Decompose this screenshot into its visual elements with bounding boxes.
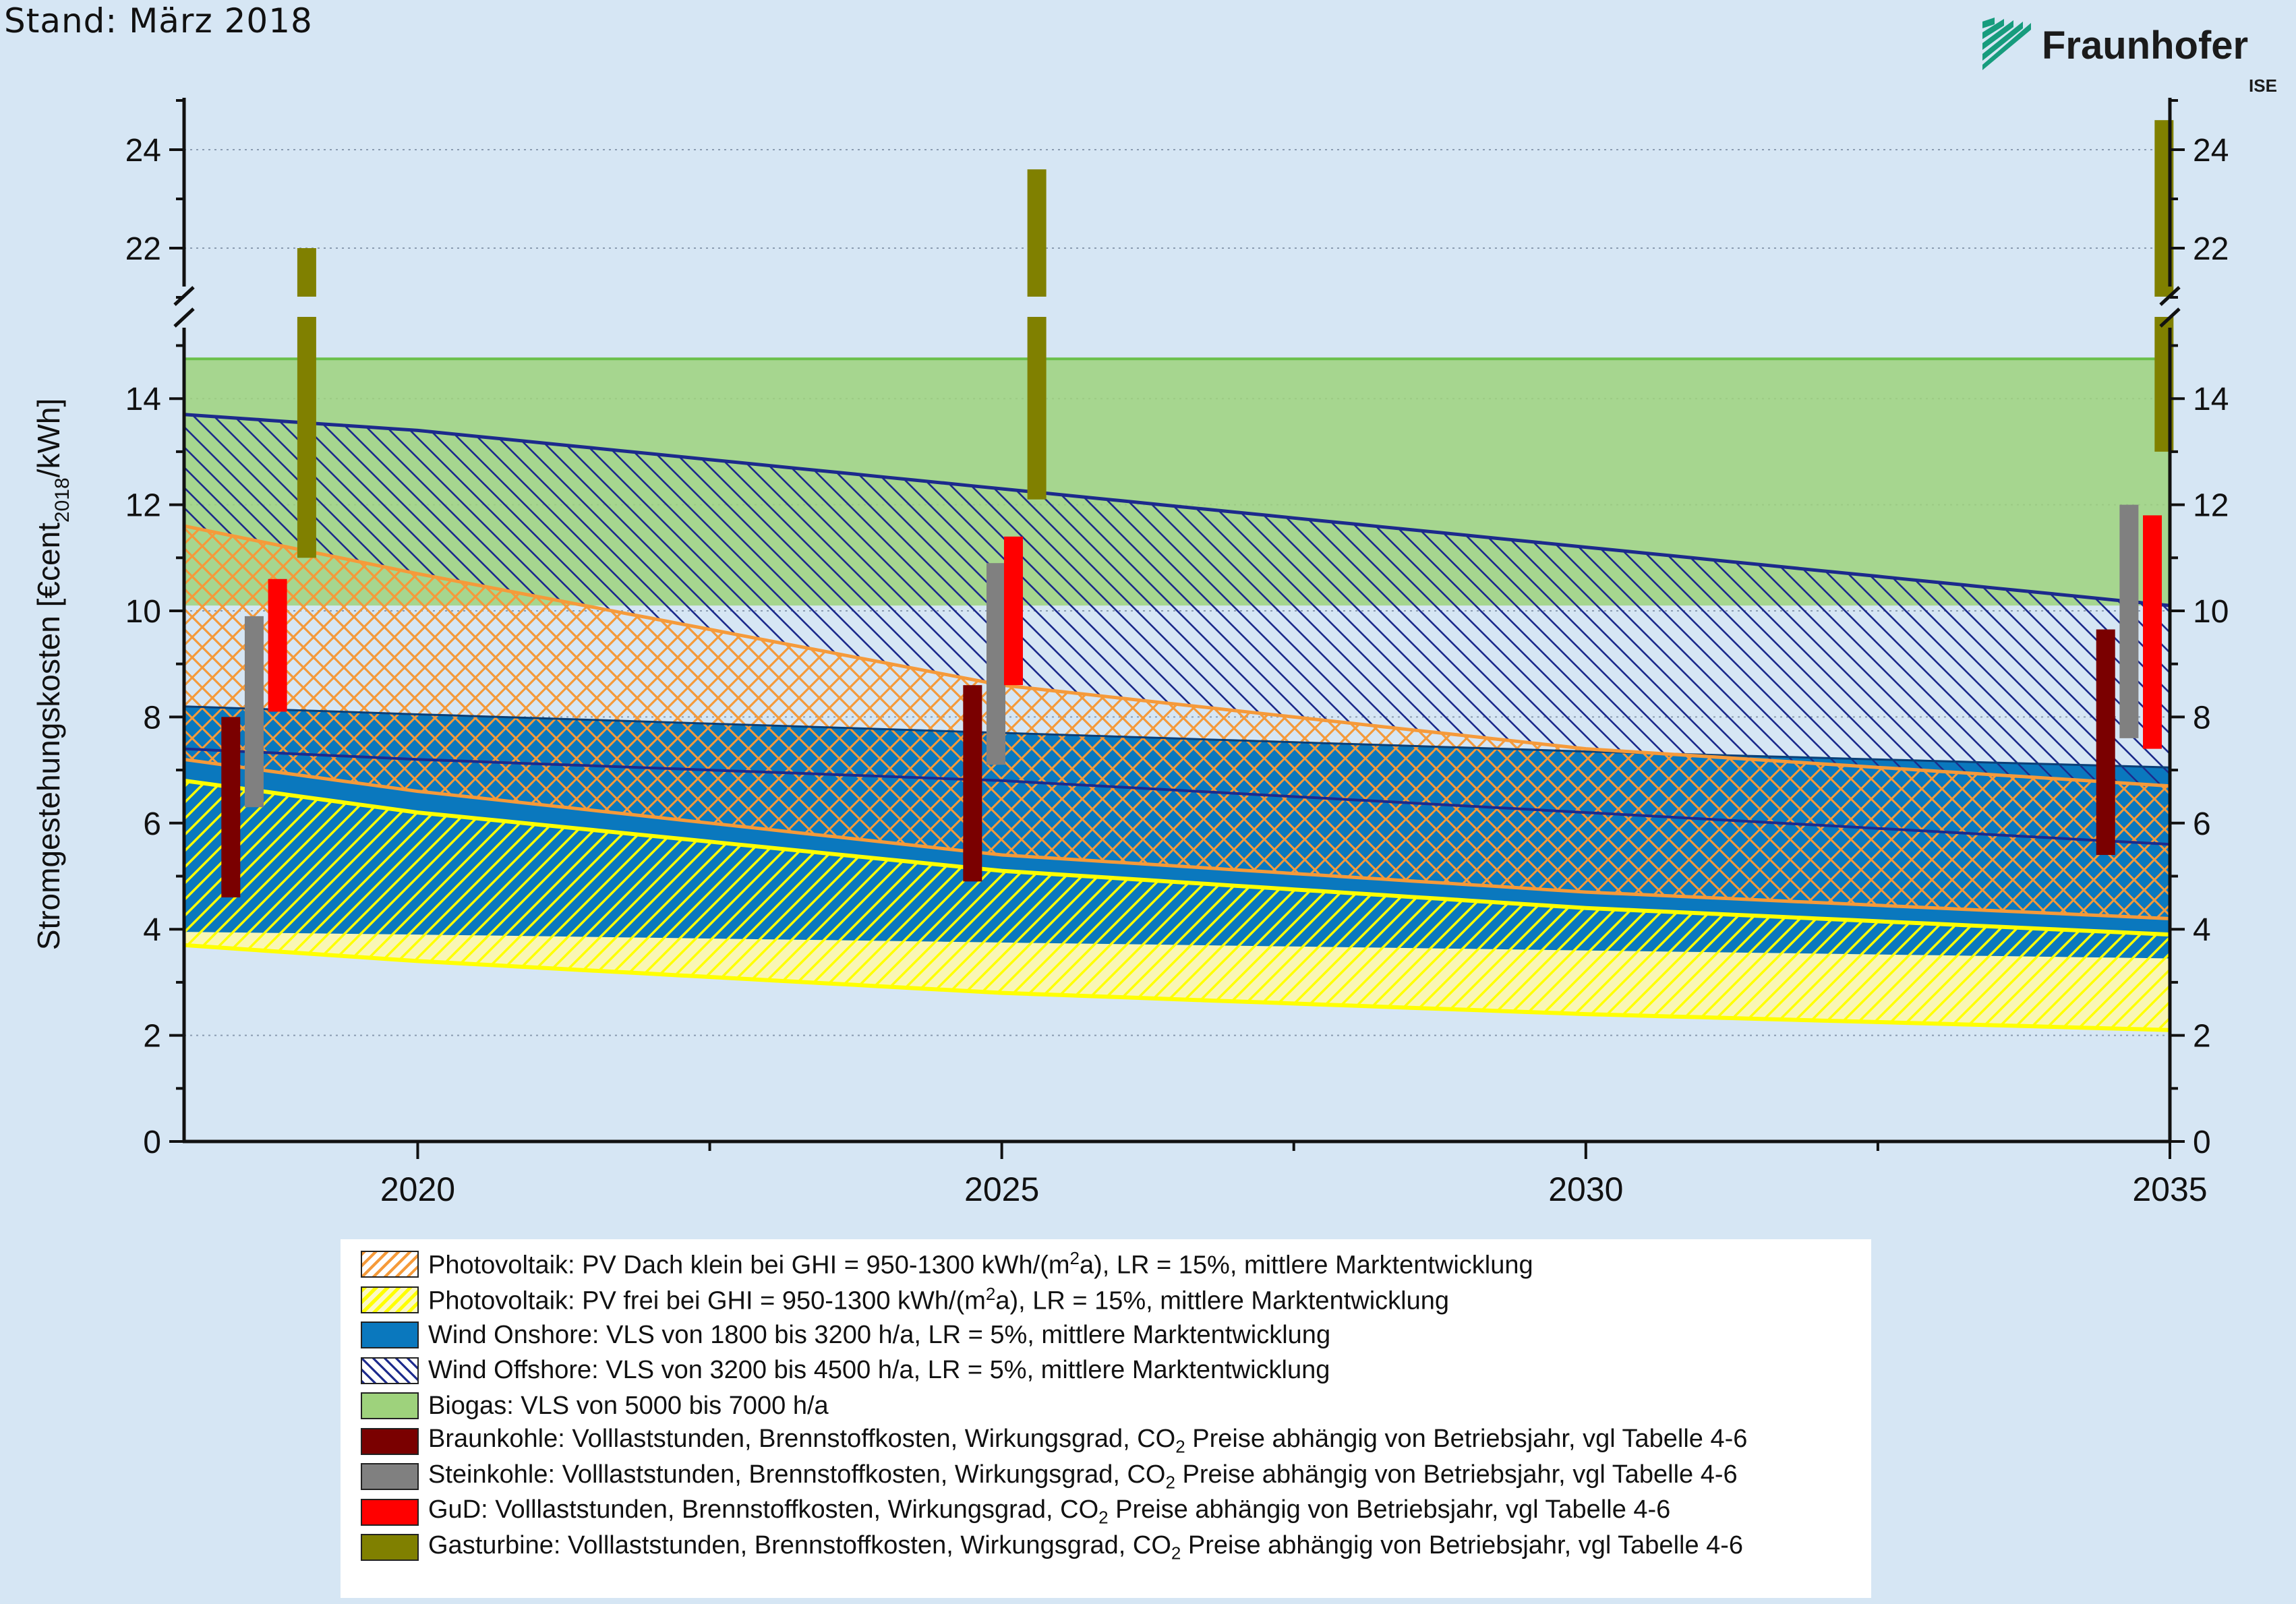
y-tick-label-right: 6 [2193, 806, 2211, 842]
band-onshore-edge [184, 705, 2170, 769]
band-pvdach-lower-edge [184, 757, 2170, 920]
axis-break-mark-right [2159, 307, 2181, 328]
legend-swatch [361, 1463, 419, 1490]
y-axis-label-main: Stromgestehungskosten [€cent [31, 523, 66, 950]
y-tick-label-right: 14 [2193, 382, 2229, 417]
range-bar-gud-2 [2143, 515, 2162, 749]
y-tick-label-right: 10 [2193, 594, 2229, 630]
y-tick-label-right: 4 [2193, 912, 2211, 948]
range-bar-gud-0 [268, 578, 287, 712]
legend-label: GuD: Volllaststunden, Brennstoffkosten, … [428, 1495, 1671, 1528]
legend-item-photovoltaik-pv-dach-klein: Photovoltaik: PV Dach klein bei GHI = 95… [361, 1247, 1533, 1281]
range-bar-braunkohle-0 [221, 717, 241, 897]
y-tick-label-left: 22 [125, 231, 161, 267]
y-axis-label-end: /kWh] [31, 398, 66, 478]
legend-swatch [361, 1392, 419, 1419]
legend-label: Steinkohle: Volllaststunden, Brennstoffk… [428, 1460, 1738, 1493]
y-tick-label-right: 0 [2193, 1125, 2211, 1160]
legend-item-steinkohle: Steinkohle: Volllaststunden, Brennstoffk… [361, 1460, 1738, 1493]
range-bar-steinkohle-0 [244, 616, 264, 808]
legend-label: Photovoltaik: PV Dach klein bei GHI = 95… [428, 1248, 1533, 1280]
legend-item-wind-offshore: Wind Offshore: VLS von 3200 bis 4500 h/a… [361, 1354, 1330, 1388]
range-bar-gasturbine-1-upper [1027, 169, 1047, 297]
legend-item-wind-onshore: Wind Onshore: VLS von 1800 bis 3200 h/a,… [361, 1318, 1330, 1352]
y-tick-label-left: 14 [125, 382, 161, 417]
x-tick-label: 2030 [1548, 1170, 1623, 1208]
range-bar-braunkohle-1 [963, 685, 982, 882]
legend: Photovoltaik: PV Dach klein bei GHI = 95… [341, 1239, 1871, 1598]
range-bar-gasturbine-0 [297, 317, 316, 558]
y-tick-label-left: 6 [143, 806, 161, 842]
legend-label: Wind Onshore: VLS von 1800 bis 3200 h/a,… [428, 1320, 1331, 1349]
y-tick-label-left: 8 [143, 700, 161, 736]
stand-label: Stand: März 2018 [4, 1, 313, 40]
y-tick-label-left: 0 [143, 1125, 161, 1160]
legend-swatch [361, 1286, 419, 1313]
y-tick-label-left: 2 [143, 1019, 161, 1055]
band-pvdach-upper-edge [184, 524, 2170, 788]
band-pv-frei [184, 780, 2170, 1030]
legend-item-braunkohle: Braunkohle: Volllaststunden, Brennstoffk… [361, 1425, 1747, 1458]
axis-break-mark-left [173, 307, 195, 328]
band-offshore-upper-edge [184, 413, 2170, 607]
y-tick-label-right: 24 [2193, 133, 2229, 169]
range-bar-gud-1 [1003, 536, 1023, 686]
fraunhofer-logo: Fraunhofer ISE [1982, 15, 2279, 102]
fraunhofer-logo-name: Fraunhofer [2042, 24, 2249, 67]
y-tick-label-left: 4 [143, 912, 161, 948]
y-tick-label-right: 8 [2193, 700, 2211, 736]
x-tick-label: 2025 [964, 1170, 1039, 1208]
y-tick-label-right: 22 [2193, 231, 2229, 267]
fraunhofer-logo-suffix: ISE [2249, 76, 2277, 96]
x-tick-label: 2035 [2132, 1170, 2207, 1208]
legend-item-biogas: Biogas: VLS von 5000 bis 7000 h/a [361, 1389, 829, 1423]
y-tick-label-left: 24 [125, 133, 161, 169]
legend-label: Wind Offshore: VLS von 3200 bis 4500 h/a… [428, 1356, 1330, 1384]
legend-item-photovoltaik-pv-frei: Photovoltaik: PV frei bei GHI = 950-1300… [361, 1283, 1449, 1317]
y-tick-label-left: 12 [125, 488, 161, 524]
legend-item-gasturbine: Gasturbine: Volllaststunden, Brennstoffk… [361, 1531, 1743, 1564]
legend-swatch [361, 1534, 419, 1561]
legend-label: Gasturbine: Volllaststunden, Brennstoffk… [428, 1531, 1744, 1564]
y-axis-label: Stromgestehungskosten [€cent2018/kWh] [31, 398, 73, 950]
range-bar-braunkohle-2 [2096, 629, 2115, 856]
band-pvfrei-upper-edge [184, 778, 2170, 937]
fraunhofer-logo-icon [1982, 18, 2031, 70]
y-tick-label-right: 12 [2193, 488, 2229, 524]
legend-swatch [361, 1427, 419, 1455]
band-offshore-lower-edge [184, 747, 2170, 846]
y-axis-label-sub: 2018 [51, 477, 73, 523]
legend-swatch [361, 1321, 419, 1348]
y-tick-label-left: 10 [125, 594, 161, 630]
legend-label: Biogas: VLS von 5000 bis 7000 h/a [428, 1391, 829, 1420]
range-bar-steinkohle-1 [986, 563, 1005, 765]
legend-item-gud: GuD: Volllaststunden, Brennstoffkosten, … [361, 1495, 1670, 1529]
y-tick-label-right: 2 [2193, 1019, 2211, 1055]
legend-swatch [361, 1251, 419, 1278]
legend-swatch [361, 1498, 419, 1526]
x-tick-label: 2020 [380, 1170, 455, 1208]
range-bar-steinkohle-2 [2119, 504, 2139, 738]
legend-label: Photovoltaik: PV frei bei GHI = 950-1300… [428, 1283, 1449, 1315]
range-bar-gasturbine-1 [1027, 317, 1047, 500]
legend-label: Braunkohle: Volllaststunden, Brennstoffk… [428, 1425, 1748, 1457]
band-pvfrei-lower-edge [184, 943, 2170, 1032]
legend-swatch [361, 1357, 419, 1384]
range-bar-gasturbine-0-upper [297, 248, 316, 297]
